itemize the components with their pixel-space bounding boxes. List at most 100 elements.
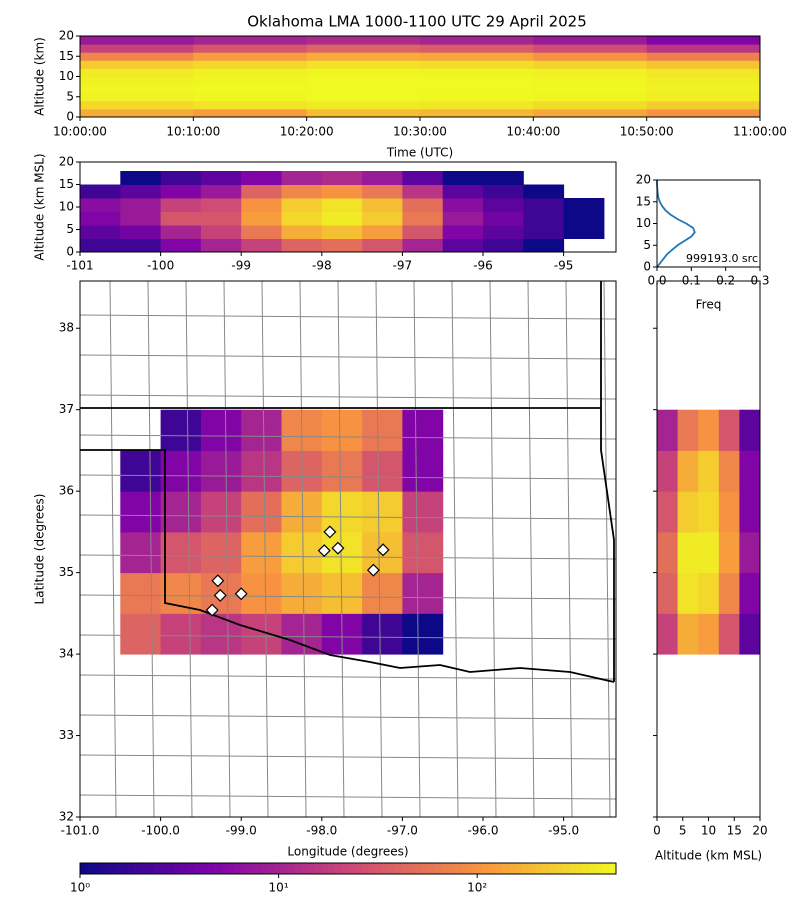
colorbar-step <box>240 863 248 874</box>
y-tick-label: 20 <box>59 29 74 43</box>
density-cell <box>442 211 484 226</box>
colorbar-step <box>562 863 570 874</box>
density-cell <box>420 52 534 61</box>
colorbar-step <box>374 863 382 874</box>
colorbar-step <box>287 863 295 874</box>
density-cell <box>241 184 283 199</box>
colorbar-step <box>113 863 121 874</box>
density-cell <box>120 184 162 199</box>
colorbar-step <box>200 863 208 874</box>
colorbar-step <box>274 863 282 874</box>
density-cell <box>321 409 363 451</box>
density-cell <box>698 450 720 492</box>
x-tick-label: -97 <box>393 259 413 273</box>
x-tick-label: -96.0 <box>467 824 498 838</box>
colorbar-step <box>93 863 101 874</box>
x-axis-label: Altitude (km MSL) <box>655 849 762 863</box>
y-axis-label: Altitude (km MSL) <box>33 153 47 260</box>
density-cell <box>442 184 484 199</box>
y-tick-label: 5 <box>643 238 651 252</box>
density-cell <box>533 100 648 110</box>
colorbar-step <box>100 863 108 874</box>
density-cell <box>402 238 444 253</box>
y-tick-label: 0 <box>66 110 74 124</box>
x-tick-label: 10² <box>467 881 487 895</box>
density-cell <box>80 52 194 61</box>
colorbar-step <box>408 863 416 874</box>
colorbar-step <box>227 863 235 874</box>
colorbar-step <box>214 863 222 874</box>
density-cell <box>533 36 648 45</box>
x-tick-label: -96 <box>473 259 493 273</box>
x-tick-label: -100.0 <box>141 824 180 838</box>
density-cell <box>281 211 323 226</box>
colorbar-step <box>508 863 516 874</box>
density-cell <box>523 225 565 239</box>
x-tick-label: -95.0 <box>548 824 579 838</box>
density-cell <box>160 198 202 212</box>
density-cell <box>200 613 242 655</box>
density-cell <box>241 450 283 492</box>
density-cell <box>698 409 720 451</box>
colorbar-step <box>522 863 530 874</box>
colorbar-step <box>307 863 315 874</box>
colorbar-step <box>126 863 135 874</box>
density-cell <box>160 211 202 226</box>
density-cell <box>306 36 421 45</box>
y-tick-label: 33 <box>59 728 74 742</box>
density-cell <box>306 60 421 69</box>
density-cell <box>420 60 534 69</box>
station <box>366 563 380 577</box>
density-cell <box>281 171 323 185</box>
county-line <box>79 394 617 400</box>
density-cell <box>160 531 202 574</box>
density-cell <box>321 450 363 492</box>
density-cell <box>420 108 534 118</box>
density-cell <box>193 44 308 53</box>
density-cell <box>306 52 421 61</box>
density-cell <box>193 60 308 69</box>
density-cell <box>241 171 283 185</box>
x-tick-label: 10 <box>701 824 716 838</box>
colorbar-step <box>327 863 336 874</box>
density-cell <box>193 36 308 45</box>
density-cell <box>483 198 524 212</box>
density-cell <box>160 491 202 533</box>
density-cell <box>306 68 421 77</box>
density-cell <box>120 225 162 239</box>
colorbar-step <box>368 863 376 874</box>
colorbar-step <box>267 863 275 874</box>
density-cell <box>718 409 740 451</box>
x-tick-label: 10:40:00 <box>506 125 560 139</box>
county-line <box>451 280 459 818</box>
colorbar-step <box>354 863 362 874</box>
density-cell <box>523 198 565 212</box>
density-cell <box>160 238 202 253</box>
county-line <box>79 474 617 480</box>
station <box>234 587 248 601</box>
density-cell <box>362 491 403 533</box>
county-line <box>565 280 573 818</box>
density-cell <box>739 531 761 574</box>
colorbar-step <box>549 863 557 874</box>
colorbar-step <box>595 863 604 874</box>
density-cell <box>160 450 202 492</box>
density-cell <box>80 76 194 86</box>
density-cell <box>523 211 565 226</box>
colorbar-step <box>160 863 168 874</box>
colorbar-step <box>294 863 302 874</box>
x-tick-label: 11:00:00 <box>733 125 787 139</box>
density-cell <box>362 171 403 185</box>
county-line <box>527 280 535 818</box>
density-cell <box>281 225 323 239</box>
colorbar-step <box>421 863 429 874</box>
density-cell <box>362 613 403 655</box>
x-tick-label: 0 <box>653 824 661 838</box>
density-cell <box>483 238 524 253</box>
density-cell <box>281 572 323 614</box>
colorbar-step <box>535 863 543 874</box>
colorbar-step <box>361 863 369 874</box>
colorbar-step <box>468 863 476 874</box>
county-line <box>79 554 617 560</box>
density-cell <box>281 613 323 655</box>
